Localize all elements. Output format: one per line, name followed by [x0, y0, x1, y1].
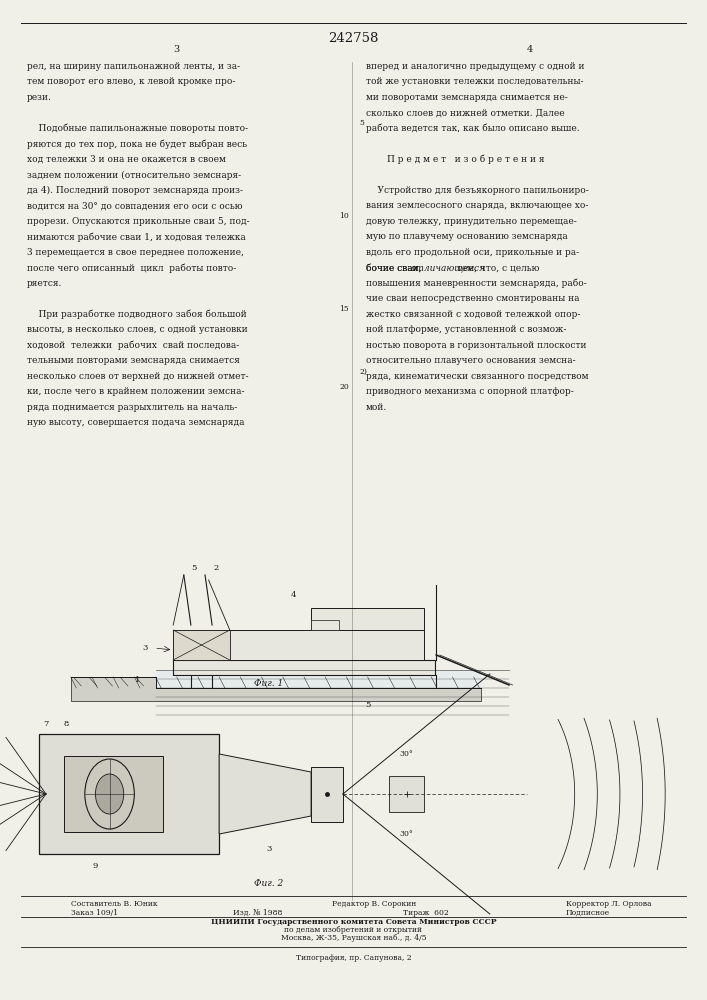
- Text: ходовой  тележки  рабочих  свай последова-: ходовой тележки рабочих свай последова-: [27, 341, 239, 350]
- Text: жестко связанной с ходовой тележкой опор-: жестко связанной с ходовой тележкой опор…: [366, 310, 580, 319]
- Text: 7: 7: [43, 720, 49, 728]
- Text: водится на 30° до совпадения его оси с осью: водится на 30° до совпадения его оси с о…: [27, 201, 243, 210]
- Text: чие сваи непосредственно смонтированы на: чие сваи непосредственно смонтированы на: [366, 294, 580, 303]
- Text: Составитель В. Юник: Составитель В. Юник: [71, 900, 158, 908]
- Text: 4: 4: [291, 591, 296, 599]
- Text: вперед и аналогично предыдущему с одной и: вперед и аналогично предыдущему с одной …: [366, 62, 585, 71]
- Text: рези.: рези.: [27, 93, 52, 102]
- Text: заднем положении (относительно земснаря-: заднем положении (относительно земснаря-: [27, 170, 241, 180]
- Text: ряются до тех пор, пока не будет выбран весь: ряются до тех пор, пока не будет выбран …: [27, 139, 247, 149]
- FancyBboxPatch shape: [173, 660, 435, 675]
- Text: тельными повторами земснаряда снимается: тельными повторами земснаряда снимается: [27, 356, 240, 365]
- Text: бочие сваи,: бочие сваи,: [366, 263, 425, 272]
- Text: 10: 10: [339, 212, 349, 220]
- Text: ки, после чего в крайнем положении земсна-: ки, после чего в крайнем положении земсн…: [27, 387, 245, 396]
- Text: отличающееся: отличающееся: [410, 263, 485, 272]
- Text: вдоль его продольной оси, прикольные и ра-: вдоль его продольной оси, прикольные и р…: [366, 248, 579, 257]
- Text: Заказ 109/1: Заказ 109/1: [71, 909, 118, 917]
- Bar: [311, 608, 424, 630]
- Text: При разработке подводного забоя большой: При разработке подводного забоя большой: [27, 310, 247, 319]
- Text: Изд. № 1988: Изд. № 1988: [233, 909, 283, 917]
- Text: прорези. Опускаются прикольные сваи 5, под-: прорези. Опускаются прикольные сваи 5, п…: [27, 217, 250, 226]
- Text: 3 перемещается в свое переднее положение,: 3 перемещается в свое переднее положение…: [27, 248, 244, 257]
- Text: 4: 4: [527, 45, 533, 54]
- Text: несколько слоев от верхней до нижней отмет-: несколько слоев от верхней до нижней отм…: [27, 372, 248, 381]
- Text: Тираж  602: Тираж 602: [403, 909, 449, 917]
- Text: Редактор В. Сорокин: Редактор В. Сорокин: [332, 900, 416, 908]
- Text: 15: 15: [339, 305, 349, 313]
- Bar: [311, 620, 339, 630]
- Bar: [156, 670, 481, 688]
- Text: ряда, кинематически связанного посредством: ряда, кинематически связанного посредств…: [366, 372, 589, 381]
- Text: рел, на ширину папильонажной ленты, и за-: рел, на ширину папильонажной ленты, и за…: [27, 62, 240, 71]
- Text: да 4). Последний поворот земснаряда произ-: да 4). Последний поворот земснаряда прои…: [27, 186, 243, 195]
- Text: ход тележки 3 и она не окажется в своем: ход тележки 3 и она не окажется в своем: [27, 155, 226, 164]
- Text: ЦНИИПИ Государственного комитета Совета Министров СССР: ЦНИИПИ Государственного комитета Совета …: [211, 918, 496, 926]
- Text: относительно плавучего основания земсна-: относительно плавучего основания земсна-: [366, 356, 575, 365]
- Text: по делам изобретений и открытий: по делам изобретений и открытий: [284, 926, 423, 934]
- Text: 1: 1: [135, 676, 141, 684]
- Text: Устройство для безъякорного папильониро-: Устройство для безъякорного папильониро-: [366, 186, 589, 195]
- Circle shape: [95, 774, 124, 814]
- Text: Корректор Л. Орлова: Корректор Л. Орлова: [566, 900, 651, 908]
- Text: той же установки тележки последовательны-: той же установки тележки последовательны…: [366, 78, 584, 87]
- Text: работа ведется так, как было описано выше.: работа ведется так, как было описано выш…: [366, 124, 580, 133]
- Text: ной платформе, установленной с возмож-: ной платформе, установленной с возмож-: [366, 325, 566, 334]
- Bar: [389, 776, 424, 812]
- Text: 9: 9: [93, 862, 98, 870]
- Text: тем, что, с целью: тем, что, с целью: [455, 263, 540, 272]
- Text: Подписное: Подписное: [566, 909, 609, 917]
- Text: 3: 3: [174, 45, 180, 54]
- Text: сколько слоев до нижней отметки. Далее: сколько слоев до нижней отметки. Далее: [366, 108, 565, 117]
- Text: бочие сваи,: бочие сваи,: [366, 263, 425, 272]
- Text: 2): 2): [359, 367, 367, 375]
- Text: мую по плавучему основанию земснаряда: мую по плавучему основанию земснаряда: [366, 232, 568, 241]
- Text: довую тележку, принудительно перемещае-: довую тележку, принудительно перемещае-: [366, 217, 577, 226]
- Polygon shape: [71, 677, 481, 701]
- Text: ностью поворота в горизонтальной плоскости: ностью поворота в горизонтальной плоскос…: [366, 341, 587, 350]
- Text: 30°: 30°: [399, 750, 414, 758]
- Text: 3: 3: [266, 845, 271, 853]
- Text: высоты, в несколько слоев, с одной установки: высоты, в несколько слоев, с одной устан…: [27, 325, 247, 334]
- Text: Фиг. 2: Фиг. 2: [254, 879, 284, 888]
- Text: Фиг. 1: Фиг. 1: [254, 678, 284, 688]
- Text: после чего описанный  цикл  работы повто-: после чего описанный цикл работы повто-: [27, 263, 236, 273]
- Bar: [64, 756, 163, 832]
- Text: 242758: 242758: [328, 31, 379, 44]
- Text: приводного механизма с опорной платфор-: приводного механизма с опорной платфор-: [366, 387, 574, 396]
- Text: Типография, пр. Сапунова, 2: Типография, пр. Сапунова, 2: [296, 954, 411, 962]
- Bar: [173, 630, 230, 660]
- Text: ми поворотами земснаряда снимается не-: ми поворотами земснаряда снимается не-: [366, 93, 568, 102]
- Text: 8: 8: [63, 720, 69, 728]
- Text: Подобные папильонажные повороты повто-: Подобные папильонажные повороты повто-: [27, 124, 248, 133]
- Text: тем поворот его влево, к левой кромке про-: тем поворот его влево, к левой кромке пр…: [27, 78, 235, 87]
- Bar: [173, 630, 424, 660]
- Text: мой.: мой.: [366, 403, 387, 412]
- Text: 20: 20: [339, 383, 349, 391]
- Text: ную высоту, совершается подача земснаряда: ную высоту, совершается подача земснаряд…: [27, 418, 245, 427]
- Text: ряда поднимается разрыхлитель на началь-: ряда поднимается разрыхлитель на началь-: [27, 403, 237, 412]
- Text: бочие сваи, отличающееся тем, что, с целью: бочие сваи, отличающееся тем, что, с цел…: [366, 263, 581, 272]
- Bar: [39, 734, 219, 854]
- Text: П р е д м е т   и з о б р е т е н и я: П р е д м е т и з о б р е т е н и я: [387, 155, 545, 164]
- Text: вания землесосного снаряда, включающее хо-: вания землесосного снаряда, включающее х…: [366, 201, 589, 210]
- Text: повышения маневренности земснаряда, рабо-: повышения маневренности земснаряда, рабо…: [366, 279, 587, 288]
- Text: 2: 2: [213, 564, 218, 572]
- Bar: [311, 766, 343, 822]
- Text: Москва, Ж-35, Раушская наб., д. 4/5: Москва, Ж-35, Раушская наб., д. 4/5: [281, 934, 426, 942]
- Polygon shape: [219, 754, 311, 834]
- Text: 5: 5: [359, 119, 364, 127]
- Text: 30°: 30°: [399, 830, 414, 838]
- Text: ряется.: ряется.: [27, 279, 62, 288]
- Text: нимаются рабочие сваи 1, и ходовая тележка: нимаются рабочие сваи 1, и ходовая тележ…: [27, 232, 245, 242]
- Text: 5: 5: [192, 564, 197, 572]
- Text: 3: 3: [142, 644, 148, 652]
- Text: 5: 5: [365, 701, 370, 709]
